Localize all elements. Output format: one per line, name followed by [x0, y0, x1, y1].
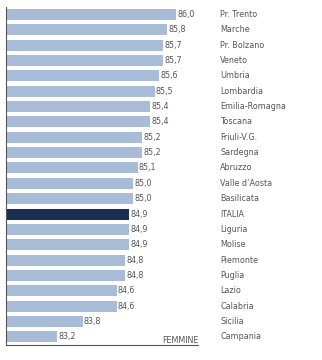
- Text: 85,0: 85,0: [135, 179, 152, 188]
- Text: 84,8: 84,8: [126, 271, 144, 280]
- Bar: [6, 24, 167, 35]
- Bar: [6, 86, 155, 97]
- Text: Pr. Trento: Pr. Trento: [220, 10, 258, 19]
- Text: 85,7: 85,7: [165, 56, 182, 65]
- Text: 84,8: 84,8: [126, 256, 144, 265]
- Text: 85,2: 85,2: [143, 133, 161, 142]
- Bar: [6, 239, 129, 250]
- Text: 84,9: 84,9: [130, 240, 148, 249]
- Text: Piemonte: Piemonte: [220, 256, 258, 265]
- Text: 85,1: 85,1: [139, 163, 156, 172]
- Text: 84,6: 84,6: [118, 302, 135, 311]
- Text: Lombardia: Lombardia: [220, 87, 263, 96]
- Bar: [6, 178, 134, 189]
- Text: Toscana: Toscana: [220, 117, 252, 126]
- Bar: [6, 301, 117, 312]
- Text: 85,8: 85,8: [169, 25, 186, 34]
- Text: Umbria: Umbria: [220, 71, 250, 80]
- Bar: [6, 332, 57, 342]
- Text: 86,0: 86,0: [177, 10, 194, 19]
- Text: 85,4: 85,4: [152, 102, 169, 111]
- Text: 84,9: 84,9: [130, 225, 148, 234]
- Bar: [6, 116, 150, 127]
- Text: Puglia: Puglia: [220, 271, 244, 280]
- Text: 84,6: 84,6: [118, 286, 135, 295]
- Text: Calabria: Calabria: [220, 302, 254, 311]
- Text: 85,2: 85,2: [143, 148, 161, 157]
- Text: 84,9: 84,9: [130, 210, 148, 219]
- Text: Valle d’Aosta: Valle d’Aosta: [220, 179, 272, 188]
- Bar: [6, 101, 150, 112]
- Bar: [6, 255, 125, 266]
- Text: Liguria: Liguria: [220, 225, 248, 234]
- Bar: [6, 193, 134, 204]
- Bar: [6, 40, 163, 51]
- Text: Campania: Campania: [220, 332, 261, 341]
- Text: 83,2: 83,2: [59, 332, 76, 341]
- Text: 85,6: 85,6: [160, 71, 178, 80]
- Bar: [6, 285, 117, 296]
- Text: Emilia-Romagna: Emilia-Romagna: [220, 102, 286, 111]
- Text: 85,4: 85,4: [152, 117, 169, 126]
- Bar: [6, 162, 138, 174]
- Text: ITALIA: ITALIA: [220, 210, 244, 219]
- Text: Friuli-V.G.: Friuli-V.G.: [220, 133, 257, 142]
- Bar: [6, 224, 129, 235]
- Bar: [6, 208, 129, 220]
- Text: Molise: Molise: [220, 240, 246, 249]
- Text: Veneto: Veneto: [220, 56, 248, 65]
- Text: Marche: Marche: [220, 25, 250, 34]
- Text: Sicilia: Sicilia: [220, 317, 244, 326]
- Text: Lazio: Lazio: [220, 286, 241, 295]
- Text: 85,0: 85,0: [135, 194, 152, 203]
- Bar: [6, 316, 83, 327]
- Text: Pr. Bolzano: Pr. Bolzano: [220, 41, 265, 50]
- Text: 85,5: 85,5: [156, 87, 174, 96]
- Bar: [6, 55, 163, 66]
- Bar: [6, 147, 142, 158]
- Text: 85,7: 85,7: [165, 41, 182, 50]
- Bar: [6, 132, 142, 143]
- Bar: [6, 270, 125, 281]
- Text: Abruzzo: Abruzzo: [220, 163, 253, 172]
- Text: FEMMINE: FEMMINE: [162, 336, 198, 345]
- Bar: [6, 70, 159, 81]
- Bar: [6, 9, 176, 20]
- Text: 83,8: 83,8: [84, 317, 101, 326]
- Text: Basilicata: Basilicata: [220, 194, 259, 203]
- Text: Sardegna: Sardegna: [220, 148, 259, 157]
